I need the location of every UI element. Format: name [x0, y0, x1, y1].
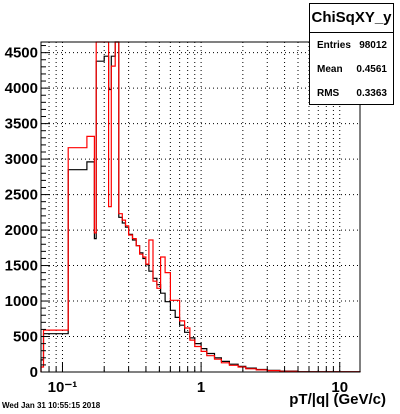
- histogram-series-0: [40, 41, 361, 373]
- x-axis-title: pT/|q| (GeV/c): [289, 391, 386, 408]
- y-tick-label: 4000: [5, 80, 38, 97]
- x-tick-label: 1: [197, 379, 205, 396]
- stats-row-rms: RMS 0.3363: [310, 81, 393, 105]
- plot-frame: [40, 41, 361, 373]
- stats-key: Mean: [317, 64, 343, 75]
- y-tick-label: 4500: [5, 45, 38, 62]
- stats-row-entries: Entries 98012: [310, 33, 393, 57]
- stats-value: 0.3363: [356, 88, 387, 99]
- stats-value: 0.4561: [356, 64, 387, 75]
- stats-key: Entries: [317, 40, 351, 51]
- stats-row-mean: Mean 0.4561: [310, 57, 393, 81]
- y-tick-label: 2000: [5, 222, 38, 239]
- histogram-series-1: [40, 41, 361, 373]
- y-tick-label: 2500: [5, 187, 38, 204]
- histogram-series: [40, 41, 361, 373]
- timestamp-footer: Wed Jan 31 10:55:15 2018: [2, 401, 101, 410]
- y-tick-label: 1000: [5, 293, 38, 310]
- y-tick-label: 500: [13, 329, 38, 346]
- y-tick-label: 1500: [5, 258, 38, 275]
- stats-title: ChiSqXY_y: [310, 4, 393, 33]
- x-tick-label: 10⁻¹: [48, 379, 78, 396]
- x-tick-label: 10: [331, 379, 348, 396]
- y-tick-label: 3500: [5, 116, 38, 133]
- axis-ticks: 0 500 1000 1500 2000 2500 3000 3500 4000 4500 10⁻¹…: [5, 45, 348, 396]
- y-tick-label: 0: [30, 364, 38, 381]
- stats-box: ChiSqXY_y Entries 98012 Mean 0.4561 RMS …: [309, 3, 394, 105]
- stats-value: 98012: [359, 40, 387, 51]
- y-tick-label: 3000: [5, 151, 38, 168]
- stats-key: RMS: [317, 88, 340, 99]
